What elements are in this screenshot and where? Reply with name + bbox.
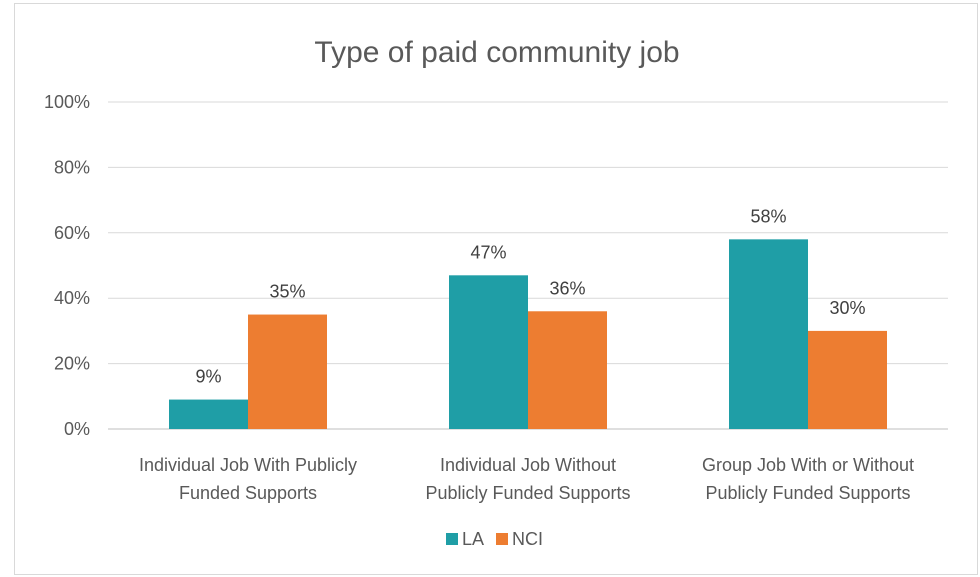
x-tick-label: Individual Job Without [440,455,616,475]
x-tick-label: Publicly Funded Supports [705,483,910,503]
data-label: 58% [750,206,786,226]
bar-nci-1 [248,314,327,429]
x-tick-label: Publicly Funded Supports [425,483,630,503]
y-axis: 0% 20% 40% 60% 80% 100% [44,92,90,439]
y-tick-label: 40% [54,288,90,308]
data-label: 47% [470,242,506,262]
y-tick-label: 20% [54,354,90,374]
legend: LA NCI [446,529,543,549]
legend-label-la: LA [462,529,484,549]
x-axis: Individual Job With Publicly Funded Suppo… [139,455,914,503]
data-label: 30% [829,298,865,318]
y-tick-label: 80% [54,157,90,177]
legend-label-nci: NCI [512,529,543,549]
x-tick-label: Individual Job With Publicly [139,455,357,475]
bar-la-1 [169,399,248,429]
chart-title: Type of paid community job [314,36,679,69]
x-tick-label: Group Job With or Without [702,455,914,475]
data-label: 35% [269,282,305,302]
legend-swatch-la [446,533,458,545]
bar-la-2 [449,275,528,429]
bar-la-3 [729,239,808,429]
data-label: 36% [549,278,585,298]
data-label: 9% [195,367,221,387]
data-labels: 9% 35% 47% 36% 58% 30% [195,206,865,386]
bars [169,239,887,429]
y-tick-label: 60% [54,223,90,243]
bar-nci-2 [528,311,607,429]
x-tick-label: Funded Supports [179,483,317,503]
y-tick-label: 0% [64,419,90,439]
y-tick-label: 100% [44,92,90,112]
legend-swatch-nci [496,533,508,545]
bar-nci-3 [808,330,887,429]
